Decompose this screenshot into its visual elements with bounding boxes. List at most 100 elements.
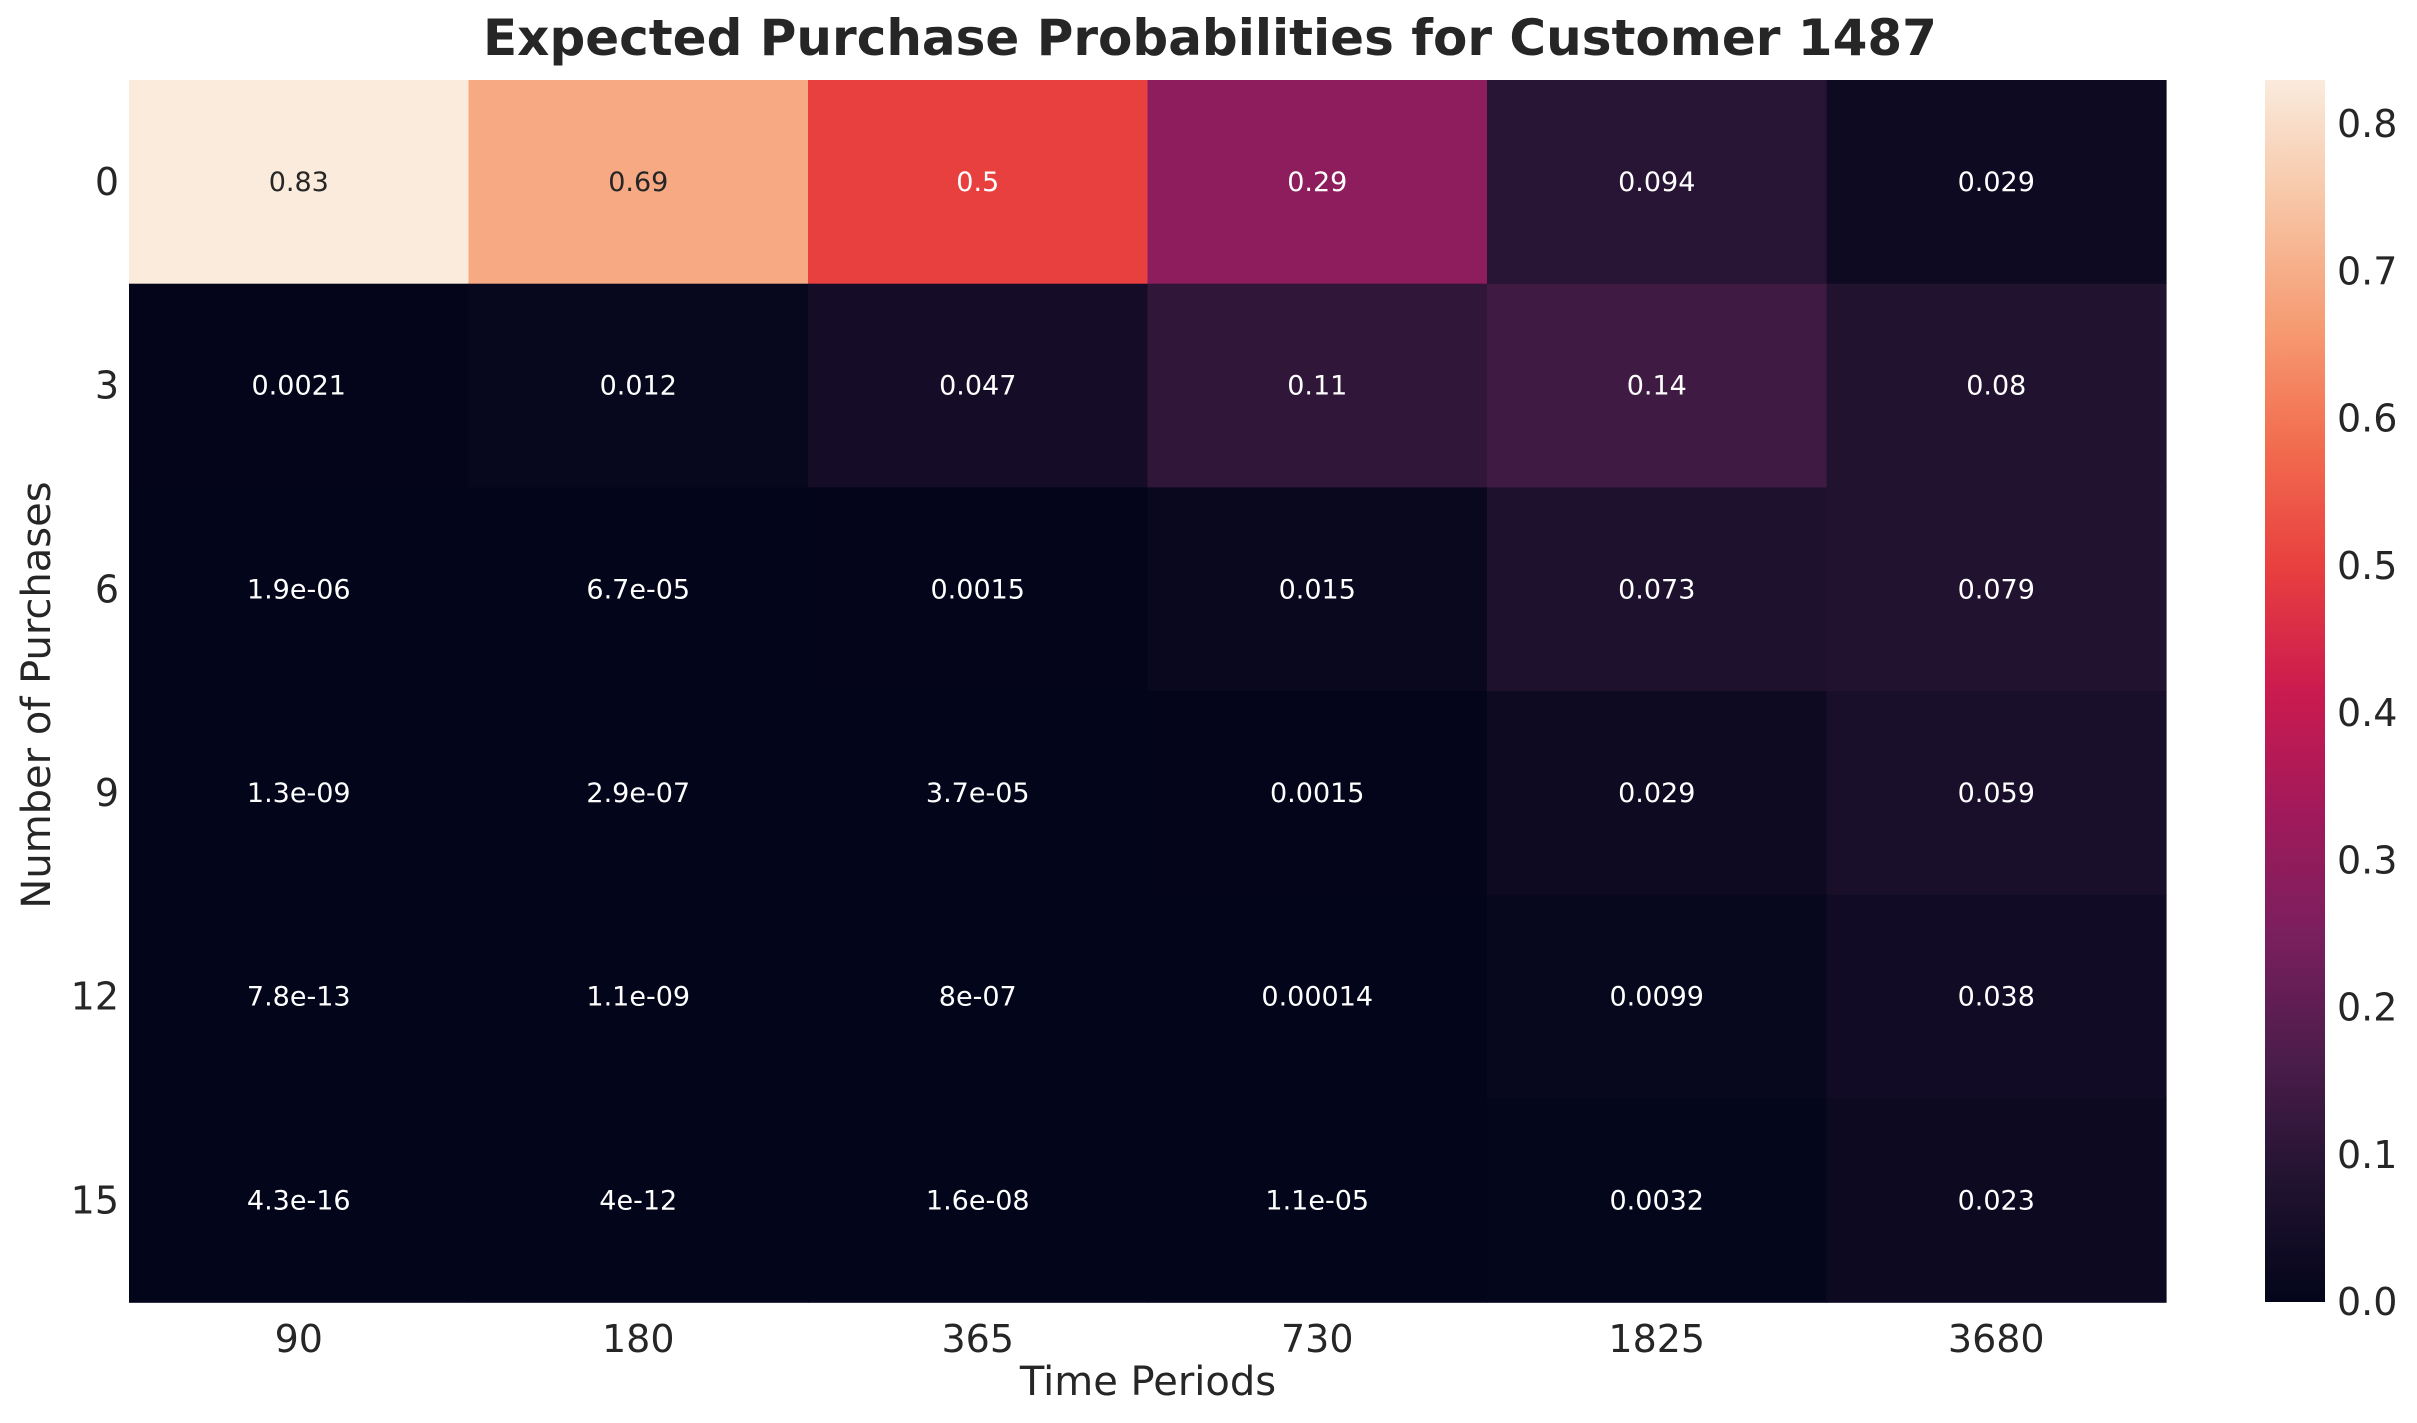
heatmap-cell <box>1487 894 1828 1100</box>
cell-label: 0.059 <box>1958 778 2035 809</box>
heatmap-cell <box>1147 894 1488 1100</box>
chart-title: Expected Purchase Probabilities for Cust… <box>483 9 1937 67</box>
cell-label: 1.3e-09 <box>247 778 351 809</box>
cell-label: 0.0015 <box>1270 778 1364 809</box>
y-axis-ticks: 0 3 6 9 12 15 <box>71 160 119 1222</box>
heatmap-cell <box>1826 80 2167 285</box>
heatmap-cell <box>1826 487 2167 692</box>
y-tick-label: 0 <box>95 160 119 204</box>
colorbar-tick-label: 0.6 <box>2337 397 2397 441</box>
heatmap-cell <box>808 80 1149 285</box>
heatmap-cell <box>129 80 470 285</box>
cell-label: 0.047 <box>939 371 1016 402</box>
cell-label: 0.073 <box>1618 574 1695 605</box>
heatmap-cell <box>1826 691 2167 896</box>
y-tick-label: 9 <box>95 771 119 815</box>
cell-label: 0.029 <box>1618 778 1695 809</box>
heatmap-cell <box>1147 691 1488 896</box>
cell-annotations: 0.83 0.69 0.5 0.29 0.094 0.029 0.0021 0.012 0.04… <box>247 167 2035 1216</box>
cell-label: 1.1e-09 <box>586 982 690 1013</box>
colorbar-ticks: 0.0 0.1 0.2 0.3 0.4 0.5 0.6 0.7 0.8 <box>2337 102 2397 1324</box>
colorbar-tick-label: 0.7 <box>2337 249 2397 293</box>
cell-label: 0.11 <box>1287 371 1347 402</box>
cell-label: 8e-07 <box>939 982 1017 1013</box>
cell-label: 0.079 <box>1958 574 2035 605</box>
heatmap-cell <box>808 283 1149 488</box>
heatmap-cell <box>129 1098 470 1303</box>
heatmap-cell <box>129 691 470 896</box>
cell-label: 0.0099 <box>1610 982 1704 1013</box>
x-tick-label: 1825 <box>1608 1317 1705 1361</box>
cell-label: 0.012 <box>600 371 677 402</box>
cell-label: 0.29 <box>1287 167 1347 198</box>
heatmap-cell <box>468 1098 809 1303</box>
cell-label: 6.7e-05 <box>586 574 690 605</box>
x-axis-ticks: 90 180 365 730 1825 3680 <box>275 1317 2045 1361</box>
heatmap-cell <box>468 691 809 896</box>
heatmap-cells <box>129 80 2167 1303</box>
x-axis-label: Time Periods <box>1019 1359 1276 1405</box>
colorbar-tick-label: 0.0 <box>2337 1280 2397 1324</box>
cell-label: 0.69 <box>608 167 668 198</box>
cell-label: 0.023 <box>1958 1185 2035 1216</box>
cell-label: 0.00014 <box>1261 982 1373 1013</box>
colorbar-tick-label: 0.1 <box>2337 1133 2397 1177</box>
heatmap-cell <box>1487 283 1828 488</box>
heatmap-cell <box>1826 283 2167 488</box>
heatmap-cell <box>468 283 809 488</box>
cell-label: 3.7e-05 <box>926 778 1030 809</box>
cell-label: 1.6e-08 <box>926 1185 1030 1216</box>
heatmap-cell <box>1147 283 1488 488</box>
cell-label: 0.83 <box>269 167 329 198</box>
cell-label: 0.0021 <box>252 371 346 402</box>
x-tick-label: 90 <box>275 1317 323 1361</box>
cell-label: 0.015 <box>1279 574 1356 605</box>
heatmap-cell <box>808 1098 1149 1303</box>
heatmap-cell <box>129 283 470 488</box>
heatmap-cell <box>468 894 809 1100</box>
cell-label: 0.094 <box>1618 167 1695 198</box>
heatmap-cell <box>1147 1098 1488 1303</box>
y-axis-label: Number of Purchases <box>14 481 60 908</box>
x-tick-label: 3680 <box>1948 1317 2045 1361</box>
cell-label: 7.8e-13 <box>247 982 351 1013</box>
cell-label: 4e-12 <box>599 1185 677 1216</box>
heatmap-cell <box>808 487 1149 692</box>
heatmap-cell <box>1826 1098 2167 1303</box>
y-tick-label: 15 <box>71 1178 119 1222</box>
x-tick-label: 730 <box>1281 1317 1354 1361</box>
heatmap-cell <box>129 487 470 692</box>
cell-label: 2.9e-07 <box>586 778 690 809</box>
y-tick-label: 12 <box>71 975 119 1019</box>
heatmap-cell <box>808 894 1149 1100</box>
heatmap-cell <box>1487 487 1828 692</box>
heatmap-cell <box>1487 80 1828 285</box>
colorbar-tick-label: 0.4 <box>2337 691 2397 735</box>
heatmap-cell <box>1147 487 1488 692</box>
cell-label: 0.0015 <box>931 574 1025 605</box>
cell-label: 0.029 <box>1958 167 2035 198</box>
x-tick-label: 365 <box>941 1317 1014 1361</box>
cell-label: 0.0032 <box>1610 1185 1704 1216</box>
heatmap-cell <box>1826 894 2167 1100</box>
y-tick-label: 3 <box>95 364 119 408</box>
heatmap-cell <box>808 691 1149 896</box>
cell-label: 0.038 <box>1958 982 2035 1013</box>
cell-label: 0.08 <box>1966 371 2026 402</box>
heatmap-cell <box>129 894 470 1100</box>
heatmap-cell <box>468 80 809 285</box>
heatmap-cell <box>1487 691 1828 896</box>
heatmap-cell <box>1487 1098 1828 1303</box>
cell-label: 1.9e-06 <box>247 574 351 605</box>
cell-label: 4.3e-16 <box>247 1185 351 1216</box>
heatmap-cell <box>468 487 809 692</box>
cell-label: 0.14 <box>1627 371 1687 402</box>
colorbar <box>2265 80 2325 1302</box>
heatmap-cell <box>1147 80 1488 285</box>
y-tick-label: 6 <box>95 567 119 611</box>
cell-label: 1.1e-05 <box>1265 1185 1369 1216</box>
colorbar-tick-label: 0.2 <box>2337 986 2397 1030</box>
colorbar-tick-label: 0.5 <box>2337 544 2397 588</box>
colorbar-tick-label: 0.8 <box>2337 102 2397 146</box>
